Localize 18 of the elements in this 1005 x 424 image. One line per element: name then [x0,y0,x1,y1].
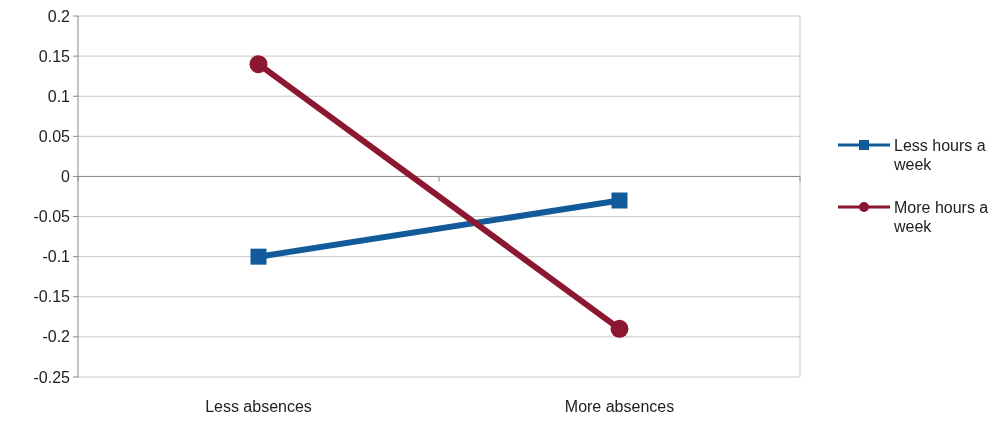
x-tick-label: More absences [564,398,675,415]
y-tick-label: -0.25 [33,368,71,386]
point [611,192,628,209]
point [249,55,268,74]
y-tick-label: -0.15 [33,288,71,306]
y-tick-label: 0.05 [38,127,71,145]
y-tick-label: 0.2 [47,7,71,25]
point [250,248,267,265]
y-tick-label: -0.05 [33,208,71,226]
y-tick-label: -0.1 [42,248,71,266]
y-tick-label: 0.15 [38,47,71,65]
y-tick-label: 0.1 [47,87,71,105]
point [610,319,629,338]
y-tick-label: 0 [61,168,71,186]
legend-label: Less hours a week [893,136,986,173]
y-tick-label: -0.2 [42,328,71,346]
x-tick-label: Less absences [205,398,312,415]
legend-label: More hours a week [893,198,989,235]
